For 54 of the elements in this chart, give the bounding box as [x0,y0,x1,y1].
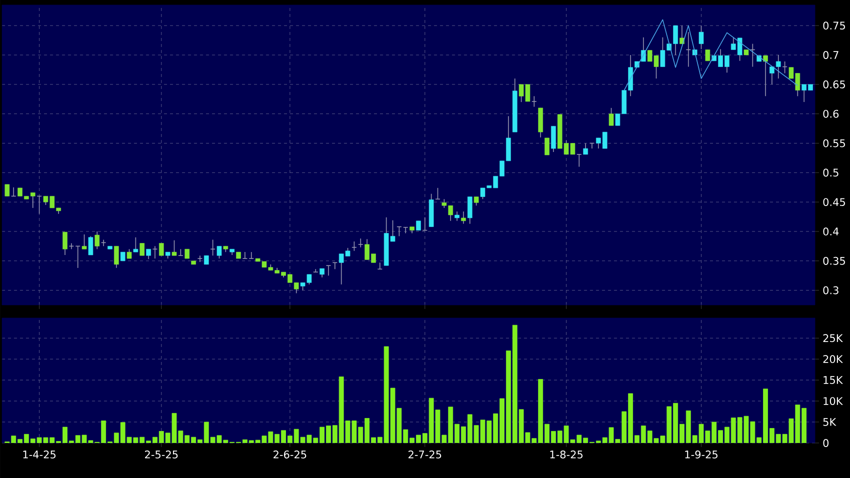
candlestick [544,138,550,156]
candlestick [763,55,768,97]
y-tick-label: 20K [823,355,843,364]
candlestick [4,184,10,197]
y-tick-label: 5K [823,418,836,426]
candlestick [358,238,364,248]
y-tick-label: 10K [824,397,843,406]
y-tick-label: 15K [824,376,843,384]
y-tick-label: 0.65 [823,80,845,88]
candlestick [608,108,614,126]
x-tick-label: 2-5-25 [145,450,178,458]
y-tick-label: 25K [823,334,843,342]
y-tick-label: 0.35 [823,256,845,265]
candlestick [377,262,383,270]
candlestick [152,246,158,259]
y-tick-label: 0.3 [823,286,838,294]
candlestick [454,211,460,222]
candlestick [94,231,100,250]
candlestick [312,268,318,272]
candlestick [158,242,164,256]
x-tick-label: 1-8-25 [550,450,583,458]
x-tick-label: 1-9-25 [685,450,718,458]
candlestick [100,239,106,247]
candlestick [197,255,203,262]
candlestick [698,25,704,50]
y-tick-label: 0.4 [823,227,839,236]
candlestick [242,252,248,259]
candlestick [576,154,582,168]
candlestick [326,265,332,276]
y-tick-label: 0.45 [823,198,845,206]
candlestick [461,211,466,224]
candlestick [467,196,472,224]
candlestick [133,236,138,252]
x-tick-label: 2-6-25 [274,450,306,458]
y-tick-label: 0.7 [823,51,838,59]
y-tick-label: 0.55 [823,139,845,148]
y-tick-label: 0.5 [823,168,838,177]
y-tick-label: 0.75 [823,22,845,30]
candlestick [532,96,537,108]
candlestick [114,246,119,268]
candlestick [435,188,440,200]
candlestick [126,248,132,259]
candlestick [680,25,684,44]
candlestick [705,49,710,62]
candlestick [210,239,216,256]
candlestick [332,262,338,270]
candlestick [248,252,254,259]
x-tick-label: 2-7-25 [408,450,442,458]
y-tick-label: 0.6 [823,110,839,118]
candlestick [140,242,145,256]
candlestick [88,236,94,256]
y-tick-label: 0 [823,439,829,447]
candlestick [551,126,556,152]
x-tick-label: 1-4-25 [23,450,56,458]
